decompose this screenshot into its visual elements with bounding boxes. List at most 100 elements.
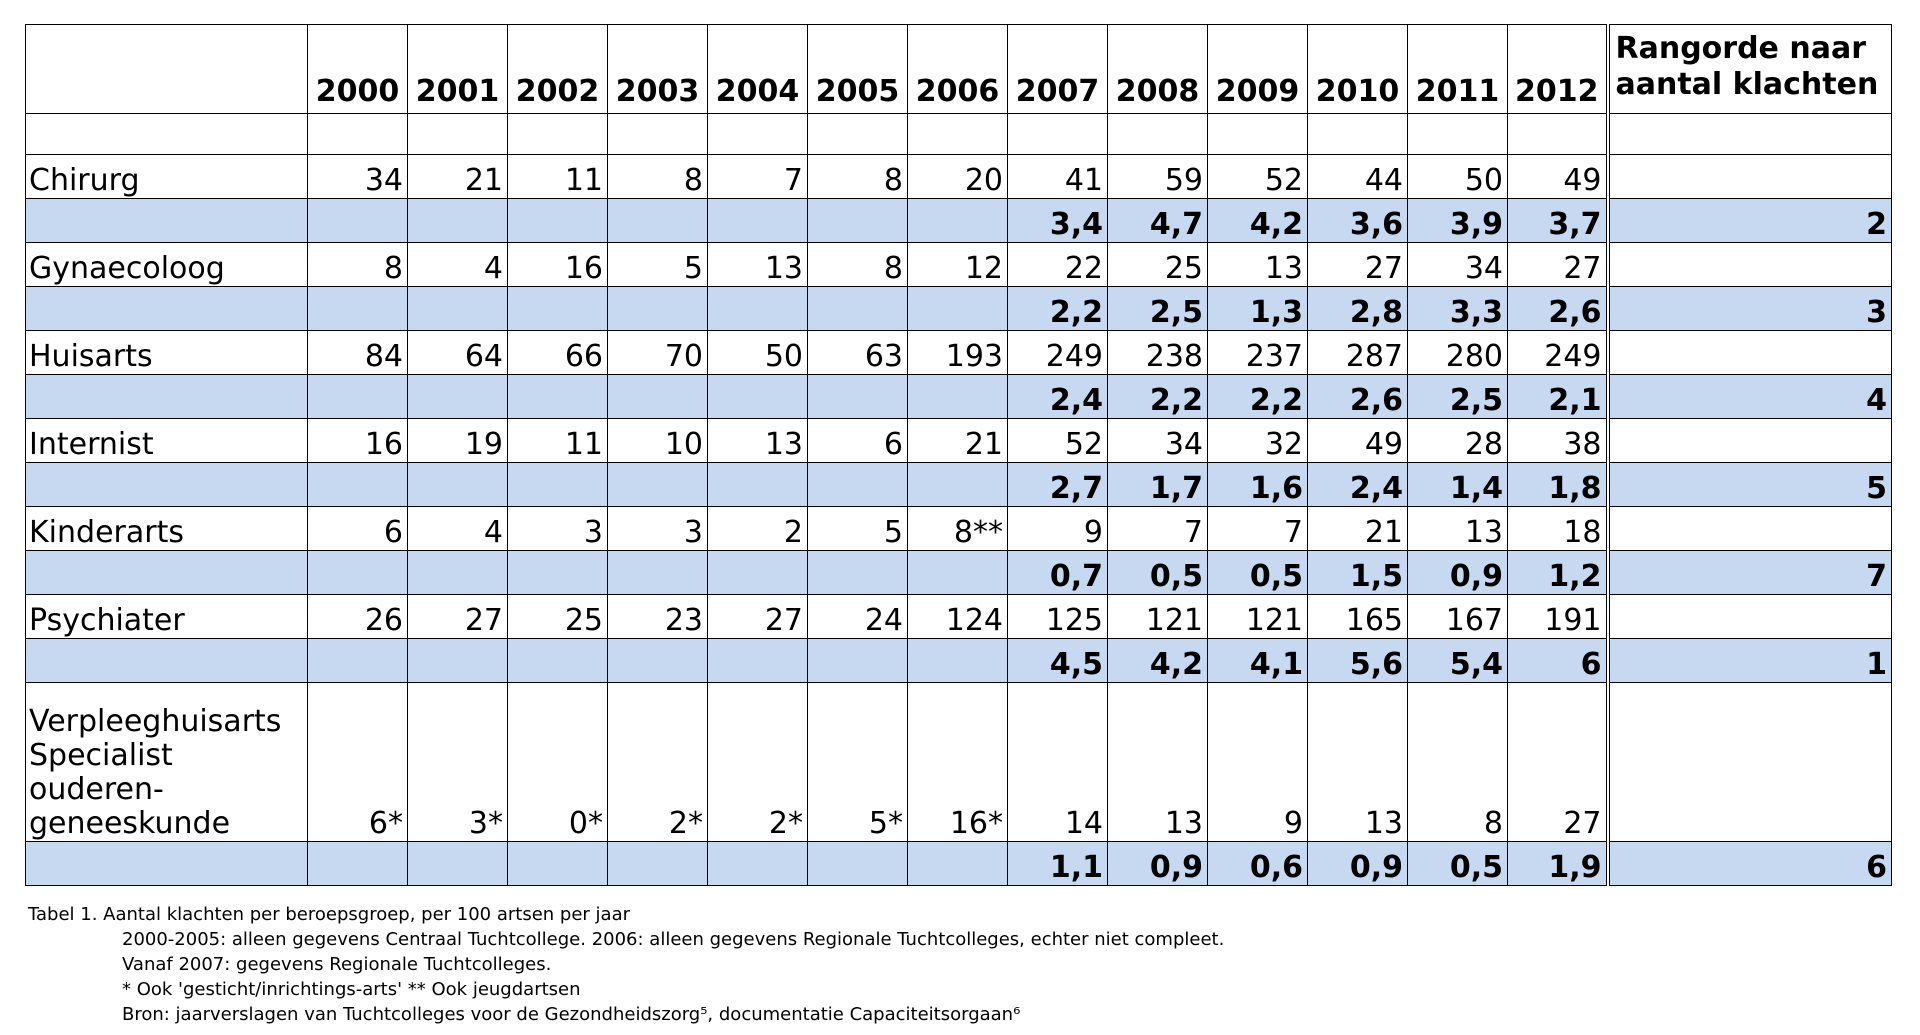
table-row: Verpleeghuisarts Specialist ouderen-genees… (25, 682, 1892, 842)
header-year-2008: 2008 (1107, 24, 1208, 114)
rate-cell: 5,4 (1407, 638, 1508, 683)
rate-cell: 2,6 (1307, 374, 1408, 419)
spacer-cell (1507, 113, 1608, 155)
count-cell: 167 (1407, 594, 1508, 639)
count-cell: 63 (807, 330, 908, 375)
header-year-2007: 2007 (1007, 24, 1108, 114)
count-cell: 18 (1507, 506, 1608, 551)
count-cell: 66 (507, 330, 608, 375)
caption-note-bron: Bron: jaarverslagen van Tuchtcolleges vo… (122, 1004, 1021, 1025)
rate-cell (707, 841, 808, 886)
rank-empty-cell (1605, 682, 1892, 842)
header-year-2006: 2006 (907, 24, 1008, 114)
rate-cell (307, 550, 408, 595)
rate-cell: 1,6 (1207, 462, 1308, 507)
rate-cell: 4,7 (1107, 198, 1208, 243)
rate-cell: 1,7 (1107, 462, 1208, 507)
rate-cell (307, 286, 408, 331)
count-cell: 2* (707, 682, 808, 842)
count-cell: 249 (1007, 330, 1108, 375)
rank-cell: 7 (1605, 550, 1892, 595)
rate-cell (807, 550, 908, 595)
header-year-2002: 2002 (507, 24, 608, 114)
count-cell: 287 (1307, 330, 1408, 375)
count-cell: 193 (907, 330, 1008, 375)
rate-label-cell (25, 374, 308, 419)
spacer-cell (507, 113, 608, 155)
group-name-line: geneeskunde (29, 806, 231, 841)
rank-empty-cell (1605, 418, 1892, 463)
rate-cell: 1,8 (1507, 462, 1608, 507)
count-cell: 27 (707, 594, 808, 639)
rank-cell: 3 (1605, 286, 1892, 331)
count-cell: 3 (607, 506, 708, 551)
rate-cell: 3,9 (1407, 198, 1508, 243)
table-row: 3,4 4,7 4,2 3,6 3,9 3,7 2 (25, 198, 1892, 243)
rate-cell: 2,2 (1207, 374, 1308, 419)
rate-cell (707, 374, 808, 419)
count-cell: 5 (807, 506, 908, 551)
count-cell: 49 (1507, 154, 1608, 199)
rate-cell (707, 638, 808, 683)
rate-label-cell (25, 550, 308, 595)
rate-cell (907, 462, 1008, 507)
table-row: Gynaecoloog 8 4 16 5 13 8 12 22 25 13 27 34 27 (25, 242, 1892, 287)
count-cell: 27 (1507, 242, 1608, 287)
rank-cell: 5 (1605, 462, 1892, 507)
count-cell: 22 (1007, 242, 1108, 287)
rate-cell (507, 198, 608, 243)
rate-cell (607, 286, 708, 331)
count-cell: 23 (607, 594, 708, 639)
rate-cell: 0,6 (1207, 841, 1308, 886)
rate-cell (307, 638, 408, 683)
count-cell: 14 (1007, 682, 1108, 842)
caption-title: Tabel 1. Aantal klachten per beroepsgroe… (28, 904, 631, 925)
rate-cell: 2,8 (1307, 286, 1408, 331)
header-year-2010: 2010 (1307, 24, 1408, 114)
rate-cell (607, 841, 708, 886)
rate-cell (807, 374, 908, 419)
group-name: Huisarts (25, 330, 308, 375)
count-cell: 16 (507, 242, 608, 287)
rate-cell (907, 374, 1008, 419)
count-cell: 4 (407, 242, 508, 287)
table-row: 2,2 2,5 1,3 2,8 3,3 2,6 3 (25, 286, 1892, 331)
count-cell: 25 (507, 594, 608, 639)
rank-header-line2: aantal klachten (1615, 67, 1879, 102)
count-cell: 34 (1107, 418, 1208, 463)
count-cell: 38 (1507, 418, 1608, 463)
header-rank-cell: Rangorde naar aantal klachten (1605, 24, 1892, 114)
rate-cell: 2,2 (1107, 374, 1208, 419)
spacer-cell (1407, 113, 1508, 155)
rate-cell (407, 462, 508, 507)
rate-cell (307, 374, 408, 419)
count-cell: 8 (1407, 682, 1508, 842)
rate-cell (807, 198, 908, 243)
table-row: Kinderarts 6 4 3 3 2 5 8** 9 7 7 21 13 18 (25, 506, 1892, 551)
rate-cell (507, 638, 608, 683)
rate-cell (807, 462, 908, 507)
spacer-cell (907, 113, 1008, 155)
count-cell: 5 (607, 242, 708, 287)
caption-note-since-2007: Vanaf 2007: gegevens Regionale Tuchtcoll… (122, 954, 552, 975)
table-row: 1,1 0,9 0,6 0,9 0,5 1,9 6 (25, 841, 1892, 886)
rate-cell: 4,2 (1107, 638, 1208, 683)
count-cell: 8 (607, 154, 708, 199)
rate-cell: 5,6 (1307, 638, 1408, 683)
rate-label-cell (25, 638, 308, 683)
count-cell: 13 (1207, 242, 1308, 287)
table-row: Psychiater 26 27 25 23 27 24 124 125 121 121 165 167… (25, 594, 1892, 639)
rate-cell (907, 841, 1008, 886)
count-cell: 165 (1307, 594, 1408, 639)
rate-cell: 2,5 (1107, 286, 1208, 331)
header-year-2009: 2009 (1207, 24, 1308, 114)
spacer-cell (1605, 113, 1892, 155)
rate-cell (607, 550, 708, 595)
count-cell: 5* (807, 682, 908, 842)
rate-cell: 1,4 (1407, 462, 1508, 507)
rate-cell (507, 462, 608, 507)
rate-cell: 3,3 (1407, 286, 1508, 331)
count-cell: 4 (407, 506, 508, 551)
count-cell: 50 (707, 330, 808, 375)
header-row: 2000 2001 2002 2003 2004 2005 2006 2007 2008 2009… (25, 24, 1892, 114)
